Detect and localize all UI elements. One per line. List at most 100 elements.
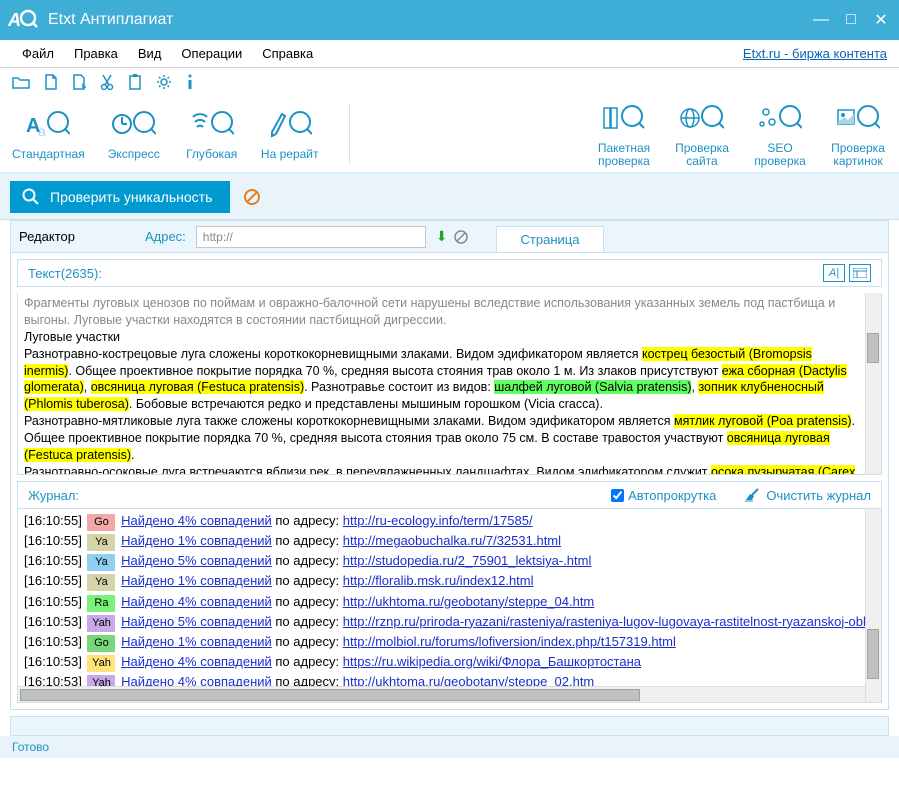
svg-text:a: a xyxy=(38,123,46,139)
url-link[interactable]: http://megaobuchalka.ru/7/32531.html xyxy=(343,533,561,548)
highlight: овсяница луговая (Festuca pratensis) xyxy=(91,380,304,394)
clear-journal-label: Очистить журнал xyxy=(766,488,871,503)
maximize-button[interactable]: □ xyxy=(837,6,865,34)
menu-edit[interactable]: Правка xyxy=(64,42,128,65)
mode-batch[interactable]: Пакетнаяпроверка xyxy=(595,100,653,168)
mode-standard[interactable]: Aa Стандартная xyxy=(12,106,85,161)
url-link[interactable]: http://studopedia.ru/2_75901_lektsiya-.h… xyxy=(343,553,592,568)
clear-journal-button[interactable]: Очистить журнал xyxy=(744,488,871,503)
modes-toolbar: Aa Стандартная Экспресс Глубокая На рера… xyxy=(0,96,899,174)
url-link[interactable]: http://floralib.msk.ru/index12.html xyxy=(343,573,534,588)
journal-time: [16:10:53] xyxy=(24,654,82,669)
journal-label: Журнал: xyxy=(28,488,79,503)
match-link[interactable]: Найдено 5% совпадений xyxy=(121,614,272,629)
journal-hscrollbar[interactable] xyxy=(18,686,865,702)
text-fragment: Фрагменты луговых ценозов по поймам и ов… xyxy=(24,296,835,327)
text-header-label: Текст(2635): xyxy=(28,266,102,281)
journal-time: [16:10:53] xyxy=(24,614,82,629)
menu-operations[interactable]: Операции xyxy=(171,42,252,65)
match-link[interactable]: Найдено 5% совпадений xyxy=(121,553,272,568)
status-text: Готово xyxy=(12,740,49,754)
view-text-icon[interactable]: A| xyxy=(823,264,845,282)
mode-rewrite[interactable]: На рерайт xyxy=(261,106,319,161)
new-file-icon[interactable] xyxy=(44,74,58,90)
mode-deep-label: Глубокая xyxy=(186,148,237,161)
text-body[interactable]: Фрагменты луговых ценозов по поймам и ов… xyxy=(17,293,882,475)
text-scrollbar[interactable] xyxy=(865,293,881,474)
check-uniqueness-button[interactable]: Проверить уникальность xyxy=(10,181,230,213)
address-input[interactable] xyxy=(196,226,426,248)
match-link[interactable]: Найдено 1% совпадений xyxy=(121,533,272,548)
url-link[interactable]: http://rznp.ru/priroda-ryazani/rasteniya… xyxy=(343,614,873,629)
status-bar: Готово xyxy=(0,736,899,758)
match-link[interactable]: Найдено 4% совпадений xyxy=(121,513,272,528)
broom-icon xyxy=(744,488,760,502)
mode-express[interactable]: Экспресс xyxy=(105,106,163,161)
journal-row: [16:10:55] Ya Найдено 1% совпадений по а… xyxy=(24,531,861,551)
mode-images[interactable]: Проверкакартинок xyxy=(829,100,887,168)
journal-time: [16:10:55] xyxy=(24,553,82,568)
download-icon[interactable]: ⬇ xyxy=(436,228,448,245)
journal-body[interactable]: [16:10:55] Go Найдено 4% совпадений по а… xyxy=(17,509,882,703)
check-button-label: Проверить уникальность xyxy=(50,189,212,205)
url-link[interactable]: http://ru-ecology.info/term/17585/ xyxy=(343,513,533,528)
journal-time: [16:10:55] xyxy=(24,573,82,588)
journal-vscrollbar[interactable] xyxy=(865,509,881,702)
open-folder-icon[interactable] xyxy=(12,75,30,89)
address-label: Адрес: xyxy=(145,229,186,244)
minimize-button[interactable]: — xyxy=(807,6,835,34)
journal-time: [16:10:55] xyxy=(24,513,82,528)
check-bar: Проверить уникальность xyxy=(0,174,899,220)
menu-file[interactable]: Файл xyxy=(12,42,64,65)
menu-help[interactable]: Справка xyxy=(252,42,323,65)
mode-deep[interactable]: Глубокая xyxy=(183,106,241,161)
url-link[interactable]: https://ru.wikipedia.org/wiki/Флора_Башк… xyxy=(343,654,641,669)
svg-text:A: A xyxy=(7,10,21,30)
mode-site[interactable]: Проверкасайта xyxy=(673,100,731,168)
journal-row: [16:10:53] Go Найдено 1% совпадений по а… xyxy=(24,632,861,652)
journal-row: [16:10:55] Ya Найдено 5% совпадений по а… xyxy=(24,551,861,571)
journal-row: [16:10:53] Yah Найдено 4% совпадений по … xyxy=(24,652,861,672)
engine-badge: Go xyxy=(87,635,115,652)
autoscroll-checkbox[interactable]: Автопрокрутка xyxy=(611,488,716,503)
forbid-icon[interactable] xyxy=(454,230,468,244)
paste-icon[interactable] xyxy=(128,74,142,90)
match-link[interactable]: Найдено 4% совпадений xyxy=(121,594,272,609)
url-link[interactable]: http://ukhtoma.ru/geobotany/steppe_04.ht… xyxy=(343,594,595,609)
mode-site-label-2: сайта xyxy=(686,154,717,168)
close-button[interactable]: ✕ xyxy=(867,6,895,34)
window-title: Etxt Антиплагиат xyxy=(48,11,807,29)
save-file-icon[interactable] xyxy=(72,74,86,90)
status-input[interactable] xyxy=(10,716,889,736)
mode-seo[interactable]: SEOпроверка xyxy=(751,100,809,168)
cut-icon[interactable] xyxy=(100,74,114,90)
page-tab[interactable]: Страница xyxy=(496,226,605,252)
info-icon[interactable] xyxy=(186,74,194,90)
view-layout-icon[interactable] xyxy=(849,264,871,282)
mode-seo-label-2: проверка xyxy=(754,154,806,168)
journal-text: по адресу: xyxy=(272,573,343,588)
journal-text: по адресу: xyxy=(272,654,343,669)
mode-images-label-2: картинок xyxy=(833,154,882,168)
autoscroll-input[interactable] xyxy=(611,489,624,502)
match-link[interactable]: Найдено 1% совпадений xyxy=(121,573,272,588)
mode-batch-label-1: Пакетная xyxy=(598,141,650,155)
match-link[interactable]: Найдено 1% совпадений xyxy=(121,634,272,649)
icon-toolbar xyxy=(0,68,899,96)
journal-time: [16:10:53] xyxy=(24,634,82,649)
url-link[interactable]: http://molbiol.ru/forums/lofiversion/ind… xyxy=(343,634,676,649)
text-fragment: Луговые участки xyxy=(24,330,120,344)
highlight: мятлик луговой (Poa pratensis) xyxy=(674,414,851,428)
text-fragment: , xyxy=(84,380,91,394)
menu-view[interactable]: Вид xyxy=(128,42,172,65)
journal-text: по адресу: xyxy=(272,614,343,629)
journal-header: Журнал: Автопрокрутка Очистить журнал xyxy=(17,481,882,509)
match-link[interactable]: Найдено 4% совпадений xyxy=(121,654,272,669)
text-fragment: Разнотравно-мятликовые луга также сложен… xyxy=(24,414,674,428)
stop-icon[interactable] xyxy=(244,189,260,205)
settings-icon[interactable] xyxy=(156,74,172,90)
app-logo: A xyxy=(4,2,40,38)
engine-badge: Ya xyxy=(87,574,115,591)
address-row: Редактор Адрес: ⬇ Страница xyxy=(11,221,888,253)
etxt-link[interactable]: Etxt.ru - биржа контента xyxy=(743,46,887,61)
